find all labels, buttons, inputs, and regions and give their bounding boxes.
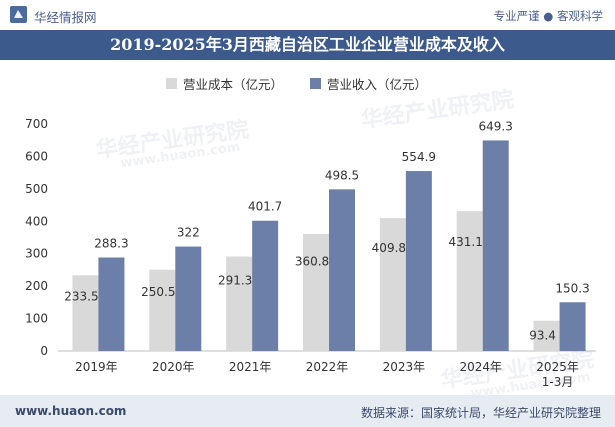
data-label-revenue: 150.3 [555,281,589,295]
bar-revenue [329,189,355,351]
top-bar: 华经情报网 专业严谨 ● 客观科学 [0,0,615,28]
x-tick-label: 2019年 [75,360,118,374]
data-source: 数据来源：国家统计局，华经产业研究院整理 [360,406,601,420]
brand-name: 华经情报网 [34,10,97,25]
bar-revenue [175,246,202,351]
data-label-revenue: 401.7 [248,200,282,214]
legend-swatch-cost [166,78,177,89]
x-tick-label: 2025年 [536,360,579,374]
data-label-revenue: 322 [177,226,200,240]
footer-bar: www.huaon.com 数据来源：国家统计局，华经产业研究院整理 [0,395,615,427]
x-tick-label: 2023年 [383,360,426,374]
data-label-cost: 431.1 [449,235,483,249]
bar-cost [533,320,560,351]
legend-label-revenue: 营业收入（亿元） [327,77,428,92]
bar-cost [379,218,406,351]
y-tick-label: 0 [40,344,48,358]
bar-cost [149,269,176,351]
data-label-cost: 93.4 [529,328,556,342]
legend-label-cost: 营业成本（亿元） [183,77,284,92]
legend-item-cost: 营业成本（亿元） [166,74,283,93]
tagline: 专业严谨 ● 客观科学 [493,9,603,23]
bar-cost [456,211,483,351]
bar-cost [303,233,329,351]
data-label-cost: 291.3 [218,274,252,288]
x-tick-label: 1-3月 [542,375,574,389]
bar-revenue [559,302,586,351]
y-tick-label: 100 [25,312,48,326]
chart-legend: 营业成本（亿元） 营业收入（亿元） [0,74,615,93]
x-tick-label: 2022年 [306,360,349,374]
data-label-cost: 409.8 [372,241,406,255]
chart-title: 2019-2025年3月西藏自治区工业企业营业成本及收入 [110,35,505,54]
title-bar: 2019-2025年3月西藏自治区工业企业营业成本及收入 [0,30,615,60]
bar-revenue [405,171,432,351]
y-tick-label: 600 [25,149,48,163]
data-label-cost: 360.8 [295,255,329,269]
bar-cost [72,275,99,351]
legend-item-revenue: 营业收入（亿元） [310,74,427,93]
huajing-logo-icon [10,6,27,23]
site-url: www.huaon.com [15,404,127,418]
data-label-revenue: 554.9 [402,150,436,164]
y-tick-label: 700 [25,117,48,131]
bar-revenue [252,220,279,351]
y-tick-label: 300 [25,247,48,261]
data-label-revenue: 288.3 [94,237,128,251]
x-tick-label: 2021年 [229,360,272,374]
bar-chart: 0 100 200 300 400 500 600 700 233.5 288.3 2019年 250… [25,117,596,389]
data-label-revenue: 498.5 [325,168,359,182]
x-tick-label: 2024年 [459,360,502,374]
bar-cost [226,256,253,351]
data-label-cost: 233.5 [64,290,98,304]
x-tick-label: 2020年 [152,360,195,374]
data-label-revenue: 649.3 [479,119,513,133]
legend-swatch-revenue [310,78,321,89]
y-tick-label: 400 [25,214,48,228]
bar-revenue [98,257,125,351]
bar-revenue [482,140,509,351]
y-tick-label: 500 [25,182,48,196]
data-label-cost: 250.5 [141,285,175,299]
y-tick-label: 200 [25,279,48,293]
